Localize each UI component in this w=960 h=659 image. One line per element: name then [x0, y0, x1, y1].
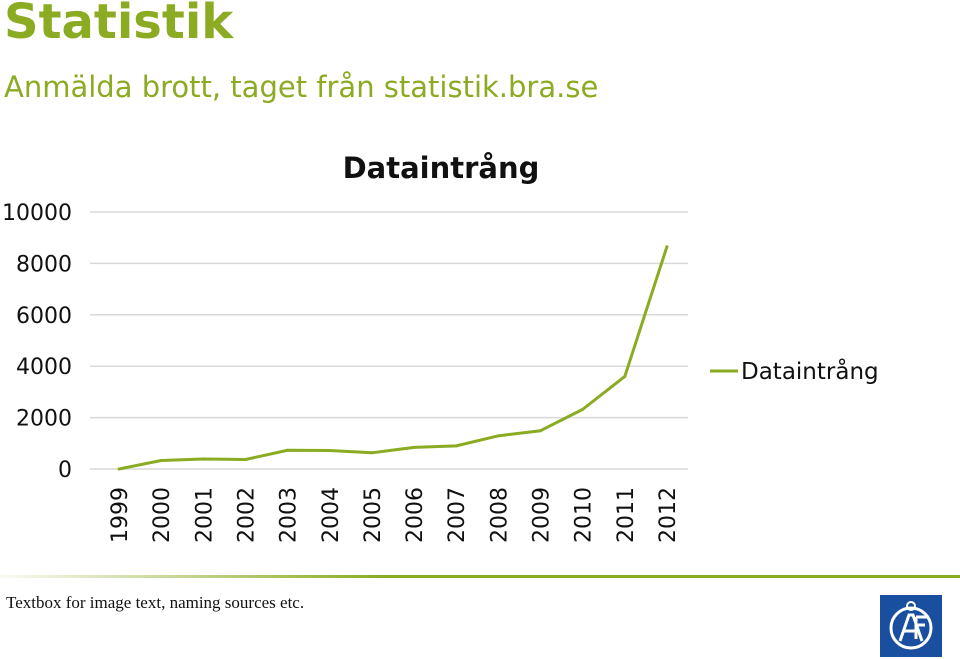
x-tick-label: 2011 [614, 487, 639, 543]
chart-title: Dataintrång [343, 151, 540, 185]
data-point [623, 374, 627, 378]
line-chart: Dataintrång 0 2000 4000 6000 8000 10000 1999 2… [2, 151, 879, 543]
y-tick-label: 0 [58, 458, 72, 483]
x-tick-label: 2010 [572, 487, 597, 543]
data-point [370, 451, 374, 455]
data-point [244, 457, 247, 461]
data-point [412, 445, 416, 449]
y-tick-label: 6000 [16, 304, 72, 329]
legend-label: Dataintrång [741, 357, 879, 385]
x-tick-label: 2005 [361, 487, 386, 543]
legend: Dataintrång [710, 357, 879, 385]
y-tick-label: 2000 [16, 407, 72, 432]
x-tick-label: 2002 [235, 487, 260, 543]
af-logo-icon [880, 595, 942, 657]
x-tick-label: 2003 [277, 487, 302, 543]
x-tick-label: 2000 [150, 487, 175, 543]
data-point [496, 434, 500, 438]
x-tick-label: 2004 [319, 487, 344, 543]
data-point [159, 459, 163, 463]
grid-lines [90, 211, 688, 470]
y-axis-ticks: 0 2000 4000 6000 8000 10000 [2, 201, 72, 483]
y-tick-label: 8000 [16, 252, 72, 277]
page-title: Statistik [4, 0, 234, 50]
page-subtitle: Anmälda brott, taget från statistik.bra.… [4, 70, 599, 104]
y-tick-label: 4000 [16, 355, 72, 380]
footer-divider [0, 575, 960, 578]
footer-caption: Textbox for image text, naming sources e… [6, 593, 305, 612]
data-point [201, 457, 205, 461]
x-axis-ticks: 1999 2000 2001 2002 2003 2004 2005 2006 2007 2008… [108, 487, 681, 543]
data-point [539, 429, 542, 433]
data-point [117, 467, 121, 471]
data-point [286, 448, 290, 452]
x-tick-label: 1999 [108, 487, 133, 543]
x-tick-label: 2012 [656, 487, 681, 543]
series-lines [117, 245, 669, 471]
y-tick-label: 10000 [2, 201, 72, 226]
x-tick-label: 2008 [487, 487, 512, 543]
x-tick-label: 2001 [192, 487, 217, 543]
series-line [118, 246, 669, 471]
x-tick-label: 2007 [445, 487, 470, 543]
x-tick-label: 2006 [403, 487, 428, 543]
x-tick-label: 2009 [530, 487, 555, 543]
data-point [328, 448, 332, 452]
data-point [581, 407, 585, 411]
data-point [454, 444, 458, 448]
data-point [665, 245, 669, 249]
